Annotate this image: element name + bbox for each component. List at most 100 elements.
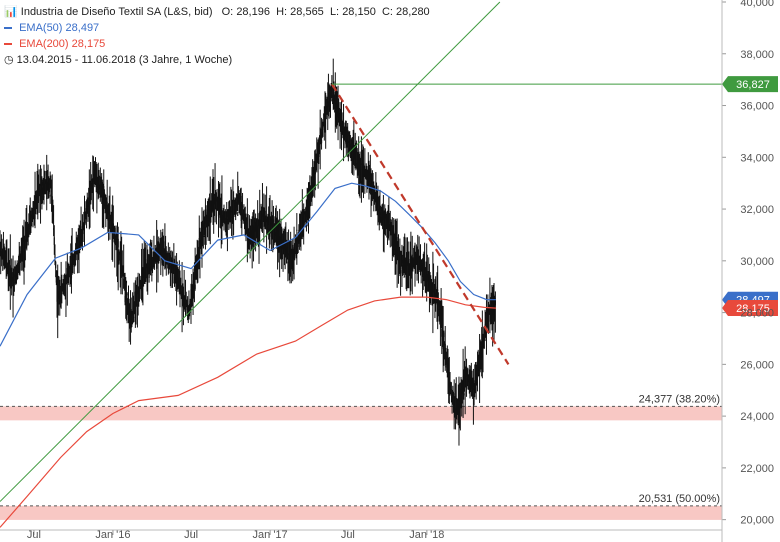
price-candle-body xyxy=(316,154,319,162)
price-candle-body xyxy=(320,132,322,138)
y-tick-label: 26,000 xyxy=(740,359,774,371)
price-candle-body xyxy=(80,229,82,244)
price-candle-body xyxy=(85,205,88,217)
price-badge-label: 36,827 xyxy=(736,79,770,91)
price-candle-body xyxy=(421,265,423,267)
price-candle-body xyxy=(318,141,321,146)
price-candle-body xyxy=(0,247,2,252)
price-candle-body xyxy=(428,271,431,293)
price-candle-body xyxy=(189,298,191,307)
price-candle-body xyxy=(451,396,453,403)
price-candle-body xyxy=(187,305,189,314)
price-candle-body xyxy=(468,378,470,384)
price-candle-body xyxy=(77,237,79,241)
price-candle-body xyxy=(121,262,123,274)
price-candle-body xyxy=(331,94,334,98)
price-candle-body xyxy=(270,223,272,230)
price-candle-body xyxy=(191,287,193,289)
price-candle-body xyxy=(183,295,185,297)
price-candle-body xyxy=(240,195,242,222)
price-candle-body xyxy=(248,240,250,244)
price-candle-body xyxy=(436,286,438,301)
price-candle-body xyxy=(126,292,128,296)
price-candle-body xyxy=(149,254,151,271)
price-candle-body xyxy=(485,331,487,335)
price-candle-body xyxy=(199,241,201,255)
price-candle-body xyxy=(330,90,332,97)
price-candle-body xyxy=(368,176,370,183)
fib-band xyxy=(0,406,722,421)
price-candle-body xyxy=(492,300,494,304)
price-candle-body xyxy=(217,207,219,210)
price-candle-body xyxy=(471,380,473,389)
legend-ema200[interactable]: EMA(200) 28,175 xyxy=(4,36,430,52)
price-candle-body xyxy=(230,210,233,213)
bar-chart-icon: 📊 xyxy=(4,6,18,18)
price-candle-body xyxy=(245,217,247,222)
price-candle-body xyxy=(457,405,459,415)
price-candle-body xyxy=(241,205,244,208)
price-candle-body xyxy=(491,309,493,316)
price-candle-body xyxy=(71,264,73,266)
price-candle-body xyxy=(28,222,30,227)
price-candle-body xyxy=(95,167,97,172)
price-candle-body xyxy=(226,209,229,218)
price-candle-body xyxy=(398,255,400,264)
price-candle-body xyxy=(342,134,345,140)
price-candle-body xyxy=(134,310,136,313)
price-candle-body xyxy=(176,279,178,282)
price-candle-body xyxy=(52,228,55,230)
price-candle-body xyxy=(319,127,321,141)
price-candle-body xyxy=(135,290,137,295)
price-candle-body xyxy=(74,254,76,258)
price-candle-body xyxy=(219,204,221,218)
price-candle-body xyxy=(143,271,145,276)
price-candle-body xyxy=(463,369,466,371)
price-badge xyxy=(722,300,778,317)
price-candle-body xyxy=(276,230,279,244)
price-candle-body xyxy=(169,264,171,266)
price-candle-body xyxy=(415,253,417,264)
legend-ema50[interactable]: EMA(50) 28,497 xyxy=(4,20,430,36)
price-candle-body xyxy=(300,234,302,239)
price-candle-body xyxy=(272,219,275,223)
price-candle-body xyxy=(313,170,315,184)
price-candle-body xyxy=(162,255,165,261)
price-candle-body xyxy=(358,161,360,173)
price-candle-body xyxy=(336,107,338,114)
price-badge-label: 28,175 xyxy=(736,303,770,315)
price-candle-body xyxy=(370,172,372,182)
price-candle-body xyxy=(70,262,73,279)
price-candle-body xyxy=(325,105,327,114)
price-candle-body xyxy=(349,143,352,148)
price-candle-body xyxy=(90,186,92,205)
price-candle-body xyxy=(205,209,207,225)
instrument-title: Industria de Diseño Textil SA (L&S, bid) xyxy=(20,6,213,18)
price-candle-body xyxy=(168,260,170,263)
price-candle-body xyxy=(136,290,139,295)
price-candle-body xyxy=(98,184,100,188)
x-tick-label: Jan '16 xyxy=(95,529,130,541)
price-candle-body xyxy=(493,294,495,315)
price-candle-body xyxy=(349,139,351,141)
price-candle-body xyxy=(105,203,107,213)
price-candle-body xyxy=(201,237,203,247)
price-candle-body xyxy=(301,228,303,230)
price-candle-body xyxy=(347,132,349,135)
price-candle-body xyxy=(214,194,216,196)
price-candle-body xyxy=(461,386,464,395)
price-candle-body xyxy=(318,141,320,157)
price-candle-body xyxy=(150,266,152,269)
price-candle-body xyxy=(130,309,132,328)
price-candle-body xyxy=(487,306,490,312)
price-candle-body xyxy=(459,388,461,409)
price-candle-body xyxy=(171,269,173,273)
price-candle-body xyxy=(63,283,66,293)
price-candle-body xyxy=(371,188,374,196)
price-candle-body xyxy=(75,242,77,251)
price-candle-body xyxy=(0,251,2,258)
price-candle-body xyxy=(237,197,240,203)
price-candle-body xyxy=(252,229,254,241)
price-candle-body xyxy=(148,262,150,278)
